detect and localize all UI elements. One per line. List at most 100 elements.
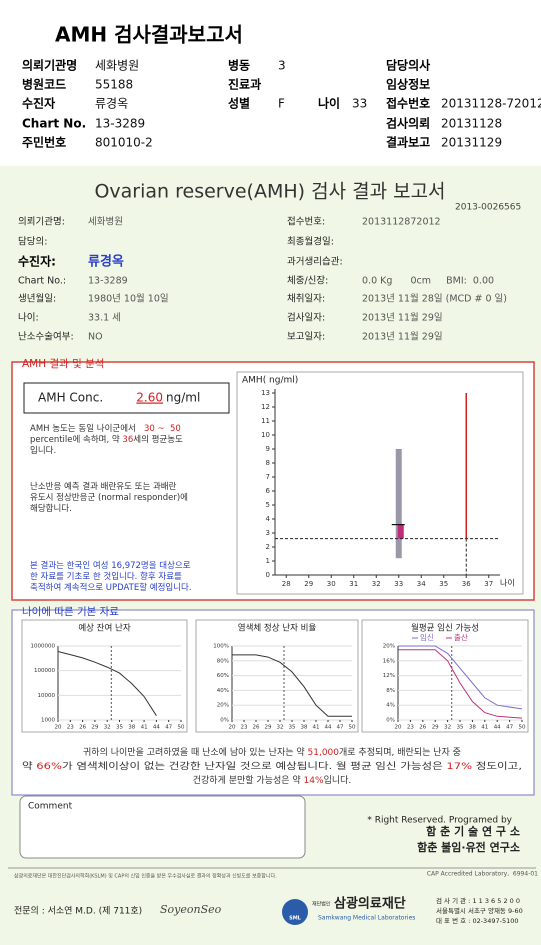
y-tick-label: 12 (261, 403, 270, 411)
x-tick-label: 33 (394, 580, 403, 588)
logo-name: 삼광의료재단 (334, 896, 406, 912)
field-label: 검사의뢰 (386, 116, 430, 131)
mini-x-label: 44 (325, 725, 332, 731)
text-segment: AMH 농도는 동일 나이군에서 (30, 423, 144, 434)
mini-y-label: 20% (217, 703, 229, 709)
mini-x-label: 29 (432, 725, 439, 731)
report-label: 난소수술여부: (18, 331, 74, 343)
mini-line (398, 645, 523, 710)
text-line: 한 자료를 기초로 한 것입니다. 향후 자료를 (30, 571, 182, 582)
mini-y-label: 4% (386, 703, 395, 709)
field-label: Chart No. (22, 117, 86, 131)
report-value: NO (88, 332, 103, 343)
y-tick-label: 10 (261, 431, 270, 439)
text-line: 난소반응 예측 결과 배란유도 또는 과배란 (30, 481, 177, 492)
report-label: 채취일자: (287, 294, 325, 305)
text-segment: 정도이고, (472, 761, 522, 772)
mini-chart-title: 월평균 임신 가능성 (411, 623, 479, 634)
y-tick-label: 0 (266, 571, 270, 579)
report-label: 생년월일: (18, 293, 56, 305)
text-segment: 36 (122, 435, 133, 445)
text-segment: 세의 평균농도 (133, 434, 183, 445)
field-value: 801010-2 (95, 136, 153, 150)
mini-y-label: 12% (383, 673, 395, 679)
mini-x-label: 35 (289, 725, 296, 731)
report-label: 체중/신장: (287, 276, 328, 287)
mini-chart-title: 염색체 정상 난자 비율 (238, 623, 317, 634)
conc-box (23, 382, 230, 414)
mini-x-label: 41 (141, 725, 148, 731)
logo-small: 재단법인 (312, 901, 331, 908)
x-tick-label: 35 (439, 580, 448, 588)
y-tick-label: 2 (266, 543, 270, 551)
text-segment: 가 염색체이상이 없는 건강한 난자일 것으로 예상됩니다. 월 평균 임신 가… (62, 760, 446, 772)
report-label: Chart No.: (18, 276, 66, 287)
text-segment: 개로 추정되며, 배란되는 난자 중 (339, 746, 461, 758)
mini-x-label: 44 (153, 725, 160, 731)
text-line: 약 66% 가 염색체이상이 없는 건강한 난자일 것으로 예상됩니다. 월 평균… (22, 760, 522, 772)
mini-x-label: 23 (67, 725, 74, 731)
org-no: 검 사 기 관 : 1 1 3 6 5 2 0 0 (436, 896, 520, 905)
y-tick-label: 4 (266, 515, 271, 523)
report-label: 접수번호: (287, 216, 325, 228)
mini-line (398, 649, 523, 719)
report-label: 나이: (18, 313, 39, 324)
text-segment: 입니다. (30, 445, 56, 456)
mini-x-label: 32 (444, 725, 451, 731)
x-tick-label: 37 (484, 580, 493, 588)
text-line: 입니다. (30, 445, 56, 456)
mini-chart-title: 예상 잔여 난자 (78, 623, 131, 634)
mini-x-label: 38 (128, 725, 135, 731)
text-line: 축적하여 계속적으로 UPDATE할 예정입니다. (30, 582, 192, 593)
report-value: 33.1 세 (88, 313, 121, 324)
text-line: 유도시 정상반응군 (normal responder)에 (30, 492, 188, 503)
report-value: 13-3289 (88, 276, 128, 287)
field-value: 33 (352, 97, 367, 111)
address: 서울특별시 서초구 양재동 9-60 (436, 906, 523, 915)
text-line: 해당합니다. (30, 503, 72, 514)
text-segment: 축적하여 계속적으로 UPDATE할 예정입니다. (30, 582, 192, 593)
normal-range-bar (395, 449, 402, 559)
rights: * Right Reserved. Programed by (367, 816, 512, 826)
text-segment: 약 (22, 760, 36, 772)
mini-y-label: 10000 (38, 693, 56, 699)
chart-xlabel: 나이 (500, 578, 515, 588)
mini-y-label: 20% (383, 644, 395, 650)
x-tick-label: 34 (417, 580, 426, 588)
field-value: 세화병원 (95, 59, 139, 73)
y-tick-label: 8 (266, 459, 270, 467)
x-tick-label: 28 (282, 580, 291, 588)
text-line: 건강하게 분만할 가능성은 약 14%입니다. (193, 774, 352, 786)
text-line: AMH 농도는 동일 나이군에서 30 ~ 50 (30, 423, 181, 434)
mini-x-label: 23 (241, 725, 248, 731)
y-tick-label: 13 (261, 389, 270, 397)
text-segment: 66% (36, 762, 62, 772)
lab-name-2: 함춘 불임·유전 연구소 (417, 840, 520, 854)
x-tick-label: 30 (327, 580, 336, 588)
text-segment: 유도시 정상반응군 (normal responder)에 (30, 492, 188, 503)
mini-x-label: 47 (337, 725, 344, 731)
mini-y-label: 0% (220, 718, 229, 724)
mini-line (57, 651, 157, 716)
legend-label: 임신 (420, 633, 434, 642)
y-tick-label: 1 (266, 557, 270, 565)
x-tick-label: 31 (349, 580, 358, 588)
mini-y-label: 1000 (41, 718, 55, 724)
mini-x-label: 20 (229, 725, 236, 731)
report-value: 세화병원 (88, 217, 123, 228)
conc-unit: ng/ml (166, 391, 200, 405)
mini-x-label: 35 (457, 725, 464, 731)
field-label: 수진자 (22, 96, 55, 111)
mini-x-label: 50 (519, 725, 526, 731)
field-label: 접수번호 (386, 96, 430, 111)
mini-y-label: 40% (217, 688, 229, 694)
text-segment: 건강하게 분만할 가능성은 약 (193, 774, 304, 786)
mini-y-label: 80% (217, 658, 229, 664)
text-segment: 난소반응 예측 결과 배란유도 또는 과배란 (30, 481, 177, 492)
mini-x-label: 38 (469, 725, 476, 731)
field-label: 의뢰기관명 (22, 58, 77, 73)
phone: 대 표 번 호 : 02-3497-5100 (436, 916, 519, 925)
result-box (397, 524, 404, 539)
text-segment: 30 ~ 50 (144, 424, 181, 434)
